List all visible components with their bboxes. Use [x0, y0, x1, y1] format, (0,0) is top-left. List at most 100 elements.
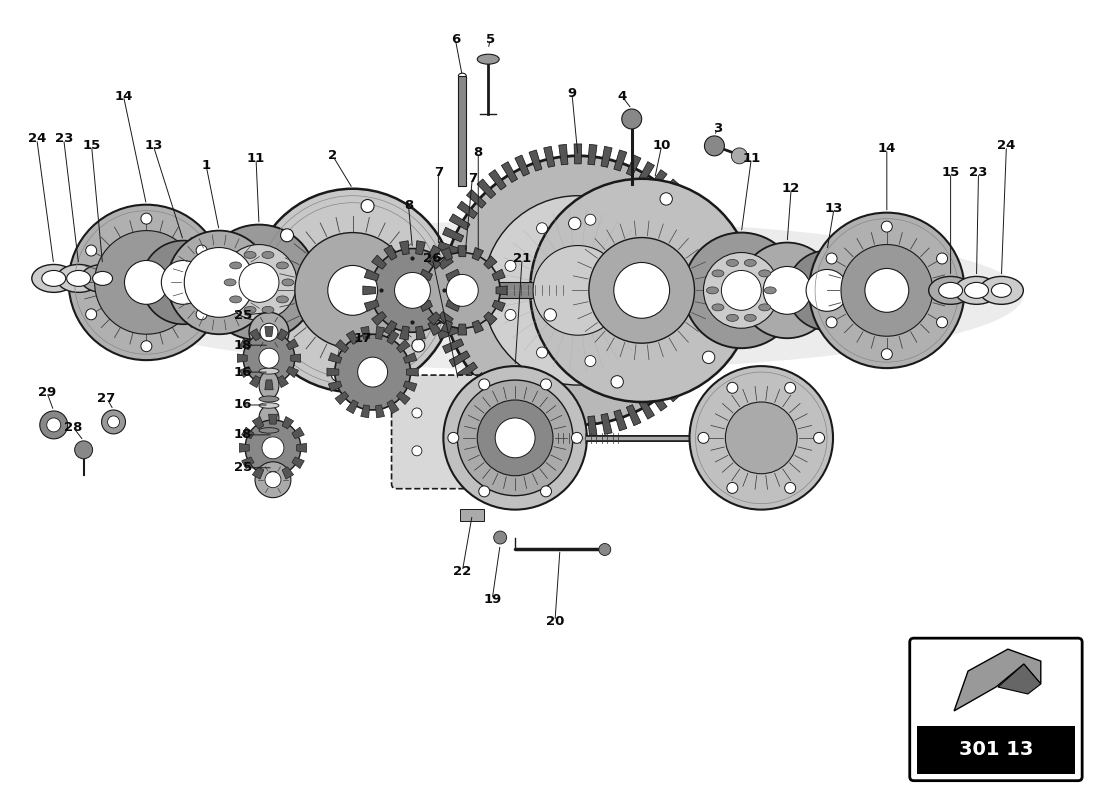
- Circle shape: [627, 238, 638, 250]
- Ellipse shape: [955, 277, 999, 304]
- Polygon shape: [432, 300, 452, 310]
- Polygon shape: [252, 467, 264, 479]
- Circle shape: [806, 270, 848, 311]
- Polygon shape: [364, 300, 380, 311]
- Circle shape: [842, 245, 933, 336]
- Ellipse shape: [282, 279, 294, 286]
- Text: 23: 23: [969, 166, 988, 179]
- Circle shape: [826, 253, 837, 264]
- Polygon shape: [496, 286, 507, 294]
- Circle shape: [280, 229, 294, 242]
- Polygon shape: [250, 375, 261, 388]
- Circle shape: [239, 262, 279, 302]
- Polygon shape: [328, 381, 342, 391]
- Circle shape: [411, 408, 422, 418]
- Circle shape: [585, 214, 596, 226]
- Polygon shape: [466, 373, 486, 391]
- Ellipse shape: [258, 428, 279, 433]
- Polygon shape: [559, 144, 568, 165]
- Polygon shape: [441, 320, 452, 334]
- Ellipse shape: [42, 270, 66, 286]
- Circle shape: [727, 482, 738, 494]
- Polygon shape: [364, 270, 380, 281]
- Polygon shape: [484, 256, 497, 269]
- Text: 17: 17: [353, 332, 372, 345]
- Polygon shape: [242, 457, 254, 469]
- Polygon shape: [492, 300, 505, 311]
- Circle shape: [881, 349, 892, 360]
- Circle shape: [258, 348, 279, 368]
- Ellipse shape: [938, 282, 962, 298]
- Circle shape: [411, 446, 422, 456]
- Ellipse shape: [712, 304, 724, 311]
- Polygon shape: [574, 144, 582, 164]
- Polygon shape: [660, 179, 679, 198]
- Polygon shape: [587, 144, 597, 165]
- Polygon shape: [265, 326, 273, 337]
- Circle shape: [262, 437, 284, 458]
- Polygon shape: [265, 380, 273, 390]
- Text: 301 13: 301 13: [959, 740, 1033, 759]
- Ellipse shape: [258, 402, 279, 408]
- Polygon shape: [466, 190, 486, 208]
- Circle shape: [732, 148, 747, 164]
- Circle shape: [251, 189, 454, 392]
- Ellipse shape: [726, 314, 738, 322]
- Ellipse shape: [477, 54, 499, 64]
- Ellipse shape: [258, 368, 279, 374]
- Polygon shape: [336, 340, 349, 353]
- Text: 16: 16: [234, 366, 252, 378]
- Polygon shape: [372, 311, 386, 326]
- Polygon shape: [692, 339, 713, 354]
- Polygon shape: [484, 312, 497, 325]
- Polygon shape: [290, 354, 300, 362]
- Circle shape: [722, 270, 761, 310]
- Polygon shape: [692, 227, 713, 242]
- Polygon shape: [433, 314, 454, 325]
- Text: 15: 15: [942, 166, 959, 179]
- Circle shape: [534, 246, 623, 335]
- Polygon shape: [384, 321, 397, 335]
- Polygon shape: [679, 202, 699, 218]
- Circle shape: [361, 199, 374, 213]
- Polygon shape: [446, 270, 461, 281]
- Bar: [460, 509, 484, 521]
- Circle shape: [683, 233, 799, 348]
- Polygon shape: [446, 300, 461, 311]
- Bar: [459, 76, 466, 186]
- Polygon shape: [431, 286, 451, 294]
- Polygon shape: [660, 382, 679, 402]
- Ellipse shape: [224, 279, 236, 286]
- Circle shape: [196, 245, 207, 256]
- Circle shape: [537, 347, 548, 358]
- Ellipse shape: [258, 396, 279, 402]
- Circle shape: [265, 472, 280, 488]
- Circle shape: [331, 368, 344, 382]
- Polygon shape: [363, 286, 376, 294]
- Polygon shape: [384, 246, 397, 260]
- Polygon shape: [252, 417, 264, 429]
- Text: 20: 20: [546, 614, 564, 628]
- Polygon shape: [998, 664, 1041, 694]
- Ellipse shape: [745, 314, 756, 322]
- Text: 7: 7: [468, 172, 476, 186]
- Polygon shape: [449, 214, 470, 230]
- Polygon shape: [472, 247, 483, 261]
- Polygon shape: [685, 350, 706, 367]
- Circle shape: [495, 418, 535, 458]
- Circle shape: [784, 482, 795, 494]
- Ellipse shape: [764, 287, 777, 294]
- Polygon shape: [404, 353, 417, 363]
- Circle shape: [621, 109, 641, 129]
- Text: 18: 18: [234, 338, 252, 352]
- Polygon shape: [449, 286, 462, 294]
- Ellipse shape: [262, 251, 274, 258]
- Polygon shape: [268, 414, 277, 424]
- Polygon shape: [439, 311, 453, 326]
- Polygon shape: [432, 271, 452, 281]
- Text: 22: 22: [453, 565, 472, 578]
- Polygon shape: [399, 241, 409, 254]
- Circle shape: [167, 230, 271, 334]
- Circle shape: [865, 269, 909, 312]
- Circle shape: [101, 410, 125, 434]
